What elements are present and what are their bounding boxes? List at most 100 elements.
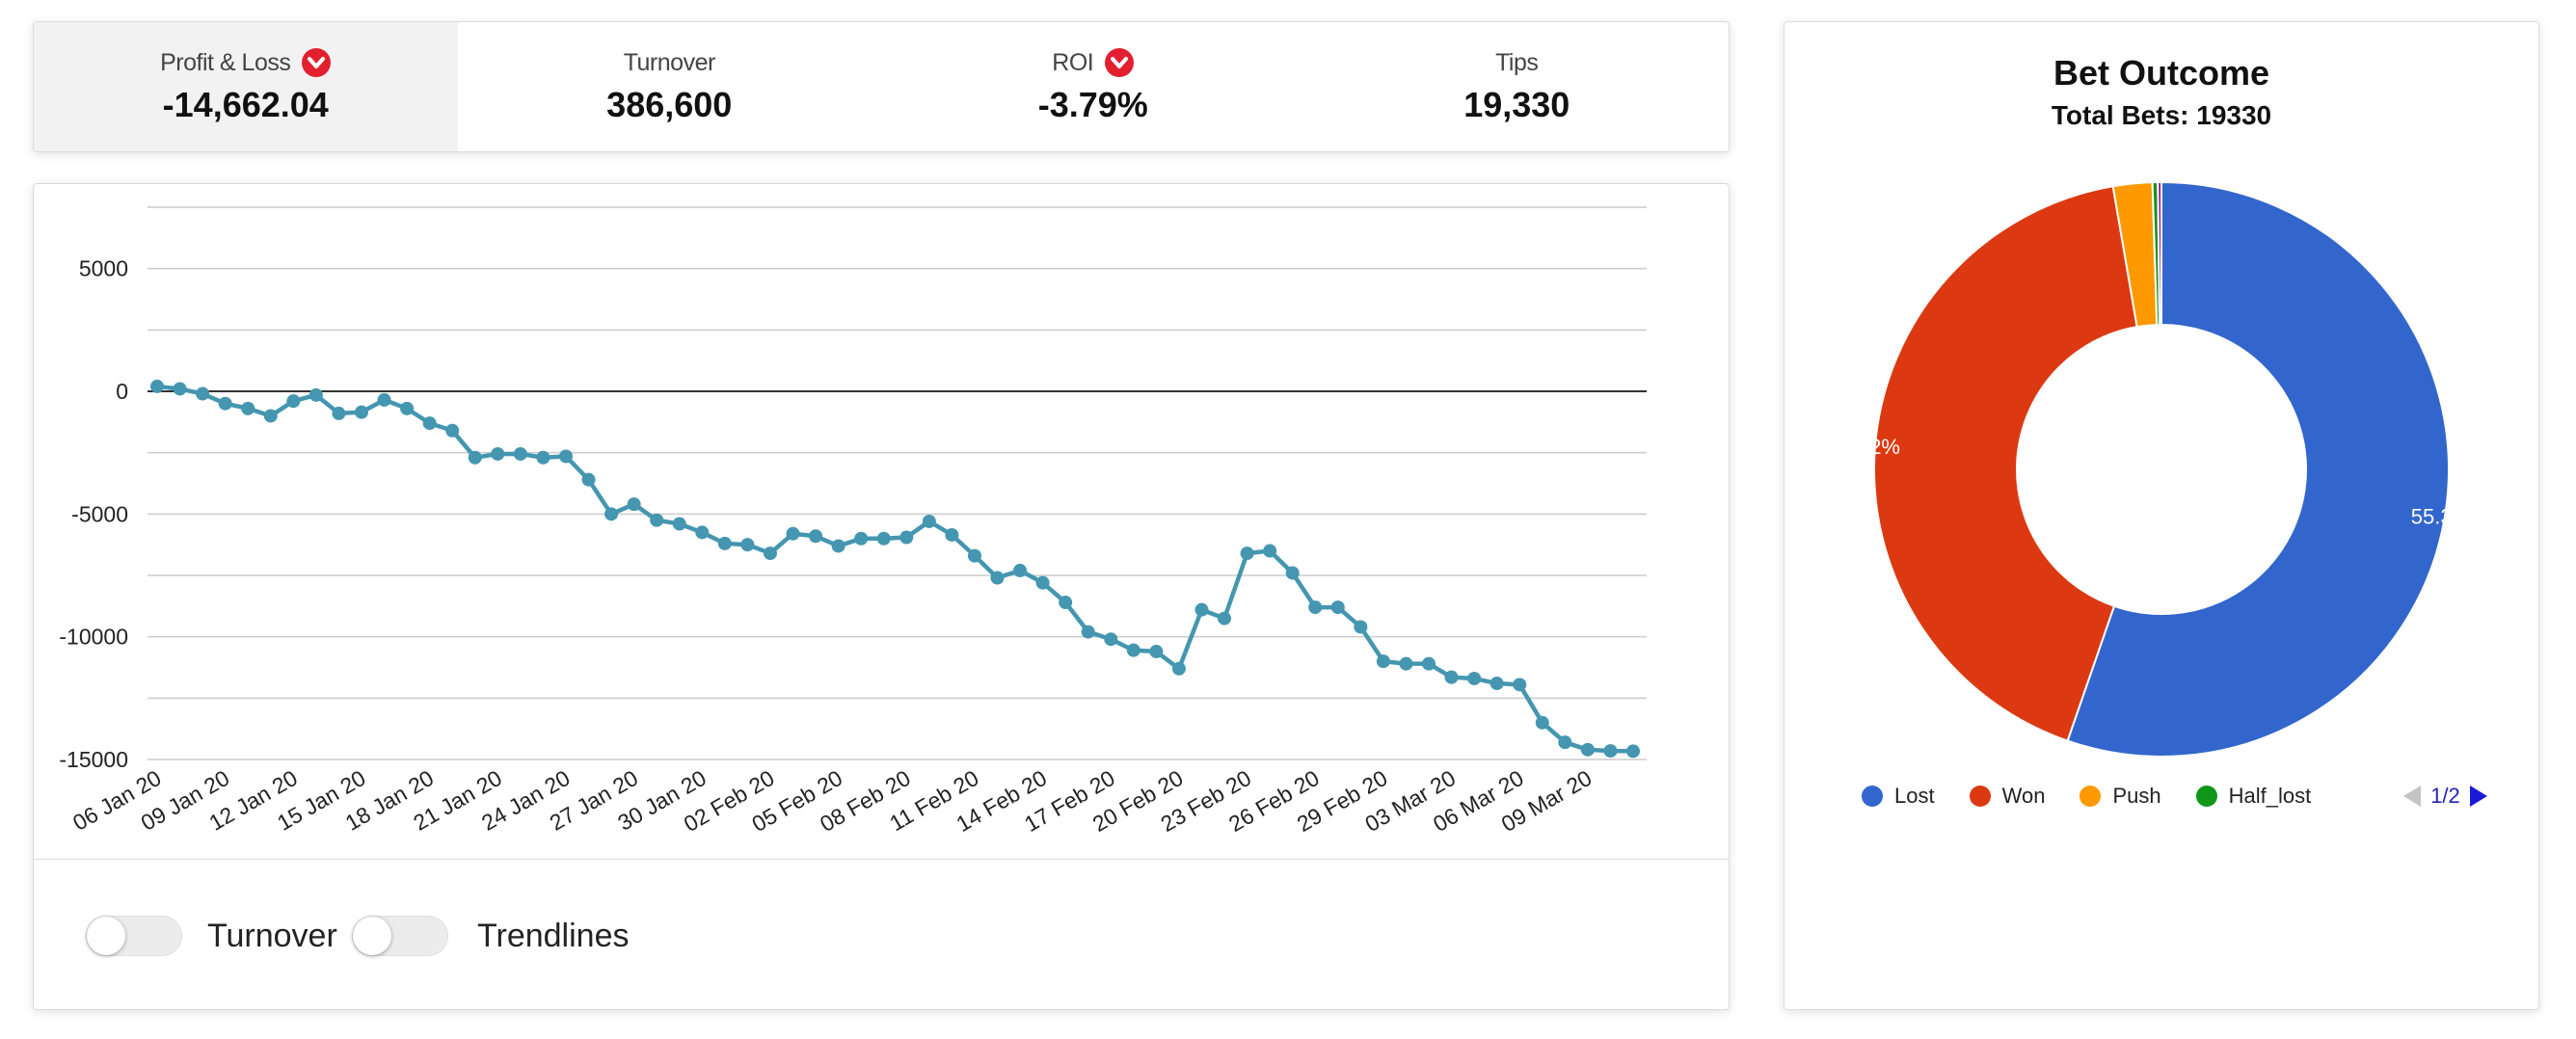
data-point[interactable]: [241, 401, 255, 415]
data-point[interactable]: [876, 531, 891, 546]
data-point[interactable]: [1035, 575, 1050, 590]
data-point[interactable]: [945, 527, 959, 542]
data-point[interactable]: [1399, 656, 1413, 671]
profit-series-line: [156, 384, 1634, 754]
data-point[interactable]: [1308, 600, 1323, 615]
data-point[interactable]: [650, 513, 664, 527]
stat-roi[interactable]: ROI -3.79%: [881, 22, 1305, 151]
data-point[interactable]: [809, 529, 823, 544]
data-point[interactable]: [173, 382, 187, 396]
legend-item-won[interactable]: Won: [1969, 784, 2045, 809]
bet-outcome-pie-chart[interactable]: Bet Outcome Total Bets: 19330 55.3% 42%: [1784, 22, 2538, 774]
data-point[interactable]: [1059, 596, 1073, 610]
y-tick-label: 5000: [79, 256, 128, 281]
data-point[interactable]: [1513, 678, 1527, 692]
legend-dot: [1862, 786, 1883, 807]
toggle-knob: [87, 917, 125, 955]
pager-prev-icon[interactable]: [2403, 786, 2422, 807]
y-tick-label: -5000: [71, 501, 128, 526]
data-point[interactable]: [1354, 620, 1368, 634]
stat-tips[interactable]: Tips 19,330: [1305, 22, 1730, 151]
legend-item-push[interactable]: Push: [2080, 784, 2161, 809]
data-point[interactable]: [1603, 744, 1618, 759]
data-point[interactable]: [1194, 602, 1209, 617]
profit-line-chart-card: 5000 0 -5000 -10000 -15000 06 Jan 20 09 Jan 20…: [33, 183, 1730, 1010]
data-point[interactable]: [1467, 671, 1482, 685]
data-point[interactable]: [763, 546, 777, 561]
stat-label: Profit & Loss: [160, 48, 291, 76]
data-point[interactable]: [1285, 566, 1300, 580]
data-point[interactable]: [1126, 643, 1140, 657]
data-point[interactable]: [445, 423, 460, 438]
data-point[interactable]: [899, 530, 914, 545]
pie-legend: Lost Won Push Half_lost 1/2: [1862, 784, 2487, 809]
data-point[interactable]: [1263, 544, 1277, 558]
data-point[interactable]: [1081, 625, 1095, 639]
legend-item-half-lost[interactable]: Half_lost: [2195, 784, 2311, 809]
data-point[interactable]: [377, 392, 391, 407]
pager-next-icon[interactable]: [2469, 786, 2487, 807]
pie-slice-lost[interactable]: [2066, 180, 2450, 758]
data-point[interactable]: [1330, 600, 1345, 615]
pie-slice-won[interactable]: [1873, 185, 2138, 742]
chevron-down-icon: [1105, 48, 1135, 77]
stat-label: ROI: [1052, 48, 1094, 76]
trendlines-toggle-label: Trendlines: [477, 918, 630, 954]
trendlines-toggle[interactable]: [352, 916, 448, 956]
data-point[interactable]: [536, 450, 550, 465]
legend-item-lost[interactable]: Lost: [1862, 784, 1935, 809]
data-point[interactable]: [1218, 611, 1232, 626]
legend-page-indicator: 1/2: [2430, 784, 2460, 808]
stat-value: -3.79%: [1037, 85, 1148, 124]
data-point[interactable]: [1376, 654, 1390, 669]
data-point[interactable]: [717, 536, 732, 550]
chart-controls: Turnover Trendlines: [34, 859, 1729, 1010]
data-point[interactable]: [854, 531, 869, 546]
data-point[interactable]: [491, 446, 505, 461]
stat-profit-loss[interactable]: Profit & Loss -14,662.04: [34, 22, 458, 151]
data-point[interactable]: [786, 526, 800, 541]
data-point[interactable]: [468, 450, 482, 465]
data-point[interactable]: [422, 416, 437, 431]
data-point[interactable]: [1444, 670, 1459, 684]
data-point[interactable]: [263, 409, 278, 423]
data-point[interactable]: [831, 539, 845, 553]
stats-bar: Profit & Loss -14,662.04 Turnover 386,60…: [33, 21, 1730, 152]
data-point[interactable]: [218, 396, 232, 411]
data-point[interactable]: [967, 548, 981, 563]
data-point[interactable]: [990, 571, 1005, 585]
data-point[interactable]: [354, 405, 368, 419]
stat-value: 386,600: [606, 84, 733, 124]
pie-slice-other[interactable]: [2157, 180, 2162, 327]
data-point[interactable]: [922, 514, 936, 528]
data-point[interactable]: [332, 406, 346, 420]
data-point[interactable]: [1489, 677, 1504, 691]
data-point[interactable]: [740, 538, 755, 552]
data-point[interactable]: [558, 449, 573, 464]
stat-turnover[interactable]: Turnover 386,600: [458, 22, 882, 151]
data-point[interactable]: [1580, 742, 1595, 757]
data-point[interactable]: [1171, 661, 1186, 676]
data-point[interactable]: [672, 517, 686, 531]
data-point[interactable]: [150, 379, 164, 393]
data-point[interactable]: [627, 497, 641, 512]
data-point[interactable]: [196, 386, 210, 401]
y-tick-label: -10000: [59, 625, 128, 650]
data-point[interactable]: [400, 401, 415, 415]
data-point[interactable]: [1535, 715, 1549, 730]
data-point[interactable]: [1013, 563, 1028, 577]
data-point[interactable]: [1558, 735, 1572, 750]
data-point[interactable]: [309, 387, 323, 402]
data-point[interactable]: [1149, 644, 1164, 658]
data-point[interactable]: [286, 394, 301, 409]
data-point[interactable]: [1104, 632, 1118, 647]
data-point[interactable]: [1422, 656, 1436, 671]
data-point[interactable]: [1626, 744, 1640, 759]
data-point[interactable]: [604, 507, 619, 521]
data-point[interactable]: [1240, 546, 1254, 561]
data-point[interactable]: [581, 472, 596, 487]
data-point[interactable]: [695, 525, 710, 540]
turnover-toggle[interactable]: [86, 916, 182, 956]
data-point[interactable]: [513, 446, 527, 461]
